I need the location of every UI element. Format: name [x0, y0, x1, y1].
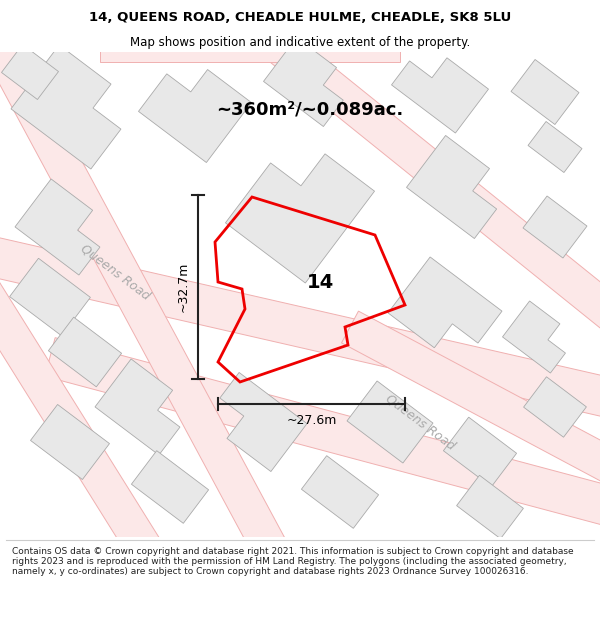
- Polygon shape: [0, 228, 600, 426]
- Polygon shape: [100, 32, 400, 62]
- Text: 14: 14: [307, 272, 334, 291]
- Polygon shape: [457, 475, 523, 539]
- Polygon shape: [31, 404, 109, 479]
- Polygon shape: [503, 301, 565, 373]
- Polygon shape: [45, 338, 600, 536]
- Polygon shape: [347, 381, 433, 463]
- Text: Queens Road: Queens Road: [78, 242, 152, 302]
- Polygon shape: [392, 58, 488, 133]
- Polygon shape: [301, 456, 379, 528]
- Text: Map shows position and indicative extent of the property.: Map shows position and indicative extent…: [130, 36, 470, 49]
- Text: ~360m²/~0.089ac.: ~360m²/~0.089ac.: [217, 100, 404, 118]
- Polygon shape: [523, 196, 587, 258]
- Polygon shape: [10, 258, 91, 336]
- Text: 14, QUEENS ROAD, CHEADLE HULME, CHEADLE, SK8 5LU: 14, QUEENS ROAD, CHEADLE HULME, CHEADLE,…: [89, 11, 511, 24]
- Polygon shape: [15, 179, 100, 275]
- Polygon shape: [511, 59, 579, 124]
- Polygon shape: [528, 121, 582, 172]
- Polygon shape: [95, 359, 180, 455]
- Polygon shape: [406, 136, 497, 239]
- Polygon shape: [139, 69, 251, 162]
- Polygon shape: [263, 38, 343, 126]
- Polygon shape: [388, 257, 502, 348]
- Polygon shape: [341, 311, 600, 503]
- Text: ~27.6m: ~27.6m: [286, 414, 337, 427]
- Polygon shape: [524, 377, 586, 438]
- Polygon shape: [226, 154, 374, 283]
- Polygon shape: [0, 228, 165, 566]
- Polygon shape: [0, 39, 296, 576]
- Polygon shape: [131, 451, 209, 523]
- Text: Queens Road: Queens Road: [383, 392, 457, 452]
- Polygon shape: [443, 417, 517, 487]
- Polygon shape: [1, 44, 59, 99]
- Polygon shape: [220, 372, 307, 471]
- Polygon shape: [11, 45, 121, 169]
- Polygon shape: [49, 317, 122, 387]
- Text: Contains OS data © Crown copyright and database right 2021. This information is : Contains OS data © Crown copyright and d…: [12, 547, 574, 576]
- Text: ~32.7m: ~32.7m: [177, 262, 190, 312]
- Polygon shape: [269, 33, 600, 351]
